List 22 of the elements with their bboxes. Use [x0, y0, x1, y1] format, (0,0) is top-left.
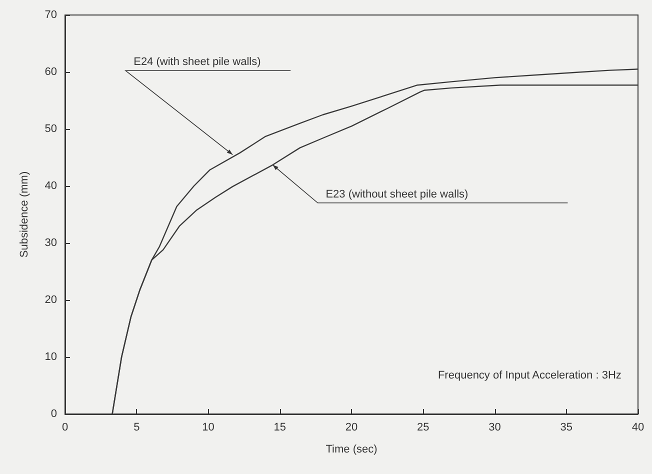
x-tick-label: 40: [632, 422, 644, 434]
x-axis-title: Time (sec): [326, 444, 378, 456]
y-tick-label: 10: [44, 351, 57, 363]
x-tick-label: 25: [417, 422, 430, 434]
x-tick-label: 15: [274, 422, 286, 434]
x-tick-label: 35: [560, 422, 572, 434]
x-tick-label: 10: [202, 422, 214, 434]
y-tick-label: 0: [50, 408, 57, 420]
x-tick-label: 20: [345, 422, 358, 434]
y-tick-label: 60: [44, 66, 57, 78]
y-tick-label: 40: [44, 180, 57, 192]
annotation: Frequency of Input Acceleration : 3Hz: [438, 370, 622, 382]
y-tick-label: 30: [44, 237, 57, 249]
annotation: E24 (with sheet pile walls): [134, 56, 261, 68]
annotation: E23 (without sheet pile walls): [326, 188, 468, 200]
y-tick-label: 20: [44, 294, 57, 306]
x-tick-label: 30: [488, 422, 501, 434]
y-tick-label: 50: [44, 123, 57, 135]
x-tick-label: 5: [134, 422, 140, 434]
x-tick-label: 0: [62, 422, 68, 434]
y-axis-title: Subsidence (mm): [18, 171, 30, 258]
y-tick-label: 70: [44, 9, 57, 21]
